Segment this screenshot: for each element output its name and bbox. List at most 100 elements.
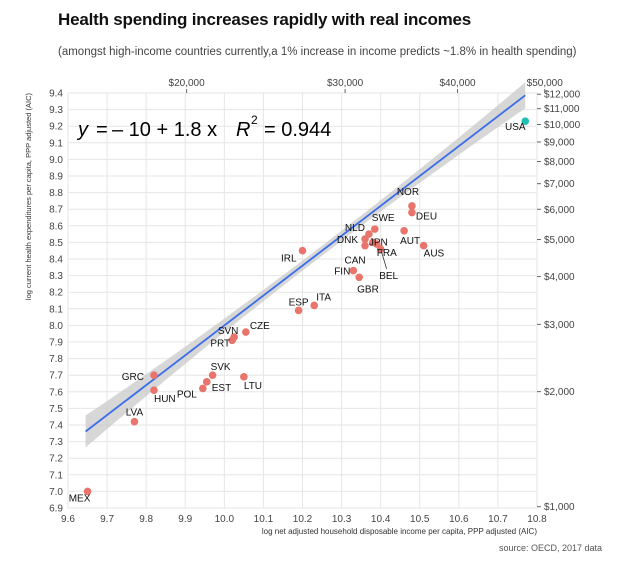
y-tick-label: 8.0 xyxy=(49,321,63,332)
point-label-ltu: LTU xyxy=(244,381,262,392)
point-aut xyxy=(400,226,408,235)
point-label-nld: NLD xyxy=(345,223,365,234)
y-tick-label: 7.4 xyxy=(49,421,63,432)
y-tick-label: 6.9 xyxy=(49,504,63,515)
r2-exponent: 2 xyxy=(251,113,258,127)
chart-title: Health spending increases rapidly with r… xyxy=(58,10,472,29)
point-cze xyxy=(242,328,250,336)
fit-line xyxy=(85,94,526,433)
point-label-pol: POL xyxy=(177,389,197,400)
point-svn xyxy=(230,333,238,341)
point-grc xyxy=(150,371,158,380)
label-leader xyxy=(380,248,388,270)
right-axis-label: $2,000 xyxy=(544,387,575,398)
point-label-fra: FRA xyxy=(377,248,397,259)
y-tick-label: 9.2 xyxy=(49,122,63,133)
y-tick-label: 8.5 xyxy=(49,238,63,249)
point-label-swe: SWE xyxy=(372,213,395,224)
y-tick-label: 8.1 xyxy=(49,304,63,315)
y-tick-label: 7.6 xyxy=(49,387,63,398)
y-tick-label: 7.1 xyxy=(49,470,63,481)
fit-line-group xyxy=(85,94,526,433)
right-axis-label: $6,000 xyxy=(544,205,575,216)
y-tick-label: 8.6 xyxy=(49,221,63,232)
x-tick-label: 10.4 xyxy=(371,514,391,525)
x-tick-label: 10.1 xyxy=(254,514,274,525)
point-ltu xyxy=(240,373,248,381)
regression-equation: y = – 10 + 1.8 x R 2 = 0.944 xyxy=(76,113,331,141)
point-fin xyxy=(349,266,358,275)
y-tick-label: 9.0 xyxy=(49,155,63,166)
x-tick-label: 9.9 xyxy=(178,514,192,525)
y-tick-label: 7.7 xyxy=(49,371,63,382)
x-tick-label: 9.8 xyxy=(139,514,153,525)
point-label-svk: SVK xyxy=(211,362,231,373)
y-tick-label: 9.1 xyxy=(49,138,63,149)
point-mex xyxy=(83,487,92,496)
point-label-can: CAN xyxy=(344,256,365,267)
right-axis-label: $12,000 xyxy=(544,90,581,101)
y-tick-label: 7.5 xyxy=(49,404,63,415)
y-tick-label: 8.7 xyxy=(49,205,63,216)
top-axis-label: $50,000 xyxy=(527,78,564,89)
point-label-prt: PRT xyxy=(210,338,230,349)
point-label-bel: BEL xyxy=(379,271,398,282)
point-svk xyxy=(208,371,217,380)
point-usa xyxy=(521,117,530,126)
point-pol xyxy=(199,384,207,393)
data-points xyxy=(83,117,530,496)
right-axis-label: $1,000 xyxy=(544,502,575,513)
source-note: source: OECD, 2017 data xyxy=(498,543,602,553)
x-tick-label: 10.8 xyxy=(527,514,547,525)
equation-rhs: – 10 + 1.8 x xyxy=(112,119,217,141)
y-tick-label: 8.8 xyxy=(49,188,63,199)
point-ita xyxy=(310,301,319,310)
x-tick-label: 10.2 xyxy=(293,514,313,525)
right-axis-label: $5,000 xyxy=(544,235,575,246)
y-tick-label: 8.3 xyxy=(49,271,63,282)
point-esp xyxy=(294,306,303,315)
point-irl xyxy=(298,246,307,255)
y-tick-label: 7.3 xyxy=(49,437,63,448)
y-tick-label: 9.3 xyxy=(49,105,63,116)
r2-value: = 0.944 xyxy=(264,119,331,141)
axis-ticks: 9.6 9.7 9.8 9.9 10.0 10.1 10.2 10.3 10.4 10.5 10.6… xyxy=(24,78,581,536)
point-hun xyxy=(150,386,158,394)
point-label-gbr: GBR xyxy=(357,284,379,295)
y-tick-label: 7.2 xyxy=(49,454,63,465)
y-tick-label: 8.2 xyxy=(49,288,63,299)
point-label-usa: USA xyxy=(505,122,526,133)
chart-subtitle: (amongst high-income countries currently… xyxy=(58,46,577,58)
point-label-jpn: JPN xyxy=(369,237,388,248)
point-label-irl: IRL xyxy=(281,254,297,265)
point-label-nor: NOR xyxy=(397,187,419,198)
right-axis-label: $7,000 xyxy=(544,179,575,190)
y-tick-label: 8.4 xyxy=(49,255,63,266)
point-label-aus: AUS xyxy=(424,249,445,260)
confidence-ribbon xyxy=(85,82,526,448)
y-tick-label: 9.4 xyxy=(49,89,63,100)
y-axis-title: log current health expenditures per capi… xyxy=(24,93,33,301)
point-label-mex: MEX xyxy=(69,493,91,504)
point-label-ita: ITA xyxy=(316,292,331,303)
confidence-ribbon-group xyxy=(85,82,526,448)
top-axis-label: $30,000 xyxy=(327,78,364,89)
point-deu xyxy=(408,208,416,217)
point-label-dnk: DNK xyxy=(337,235,358,246)
point-label-aut: AUT xyxy=(400,236,420,247)
x-tick-label: 10.7 xyxy=(488,514,508,525)
point-gbr xyxy=(355,273,363,282)
point-label-deu: DEU xyxy=(416,212,437,223)
right-axis-label: $8,000 xyxy=(544,157,575,168)
point-label-fin: FIN xyxy=(334,267,350,278)
point-nld xyxy=(365,230,373,238)
right-axis-label: $10,000 xyxy=(544,120,581,131)
equation-lhs: y xyxy=(76,119,89,141)
right-axis-label: $3,000 xyxy=(544,320,575,331)
right-axis-label: $11,000 xyxy=(544,104,580,115)
point-est xyxy=(202,378,211,386)
point-lva xyxy=(130,417,139,426)
